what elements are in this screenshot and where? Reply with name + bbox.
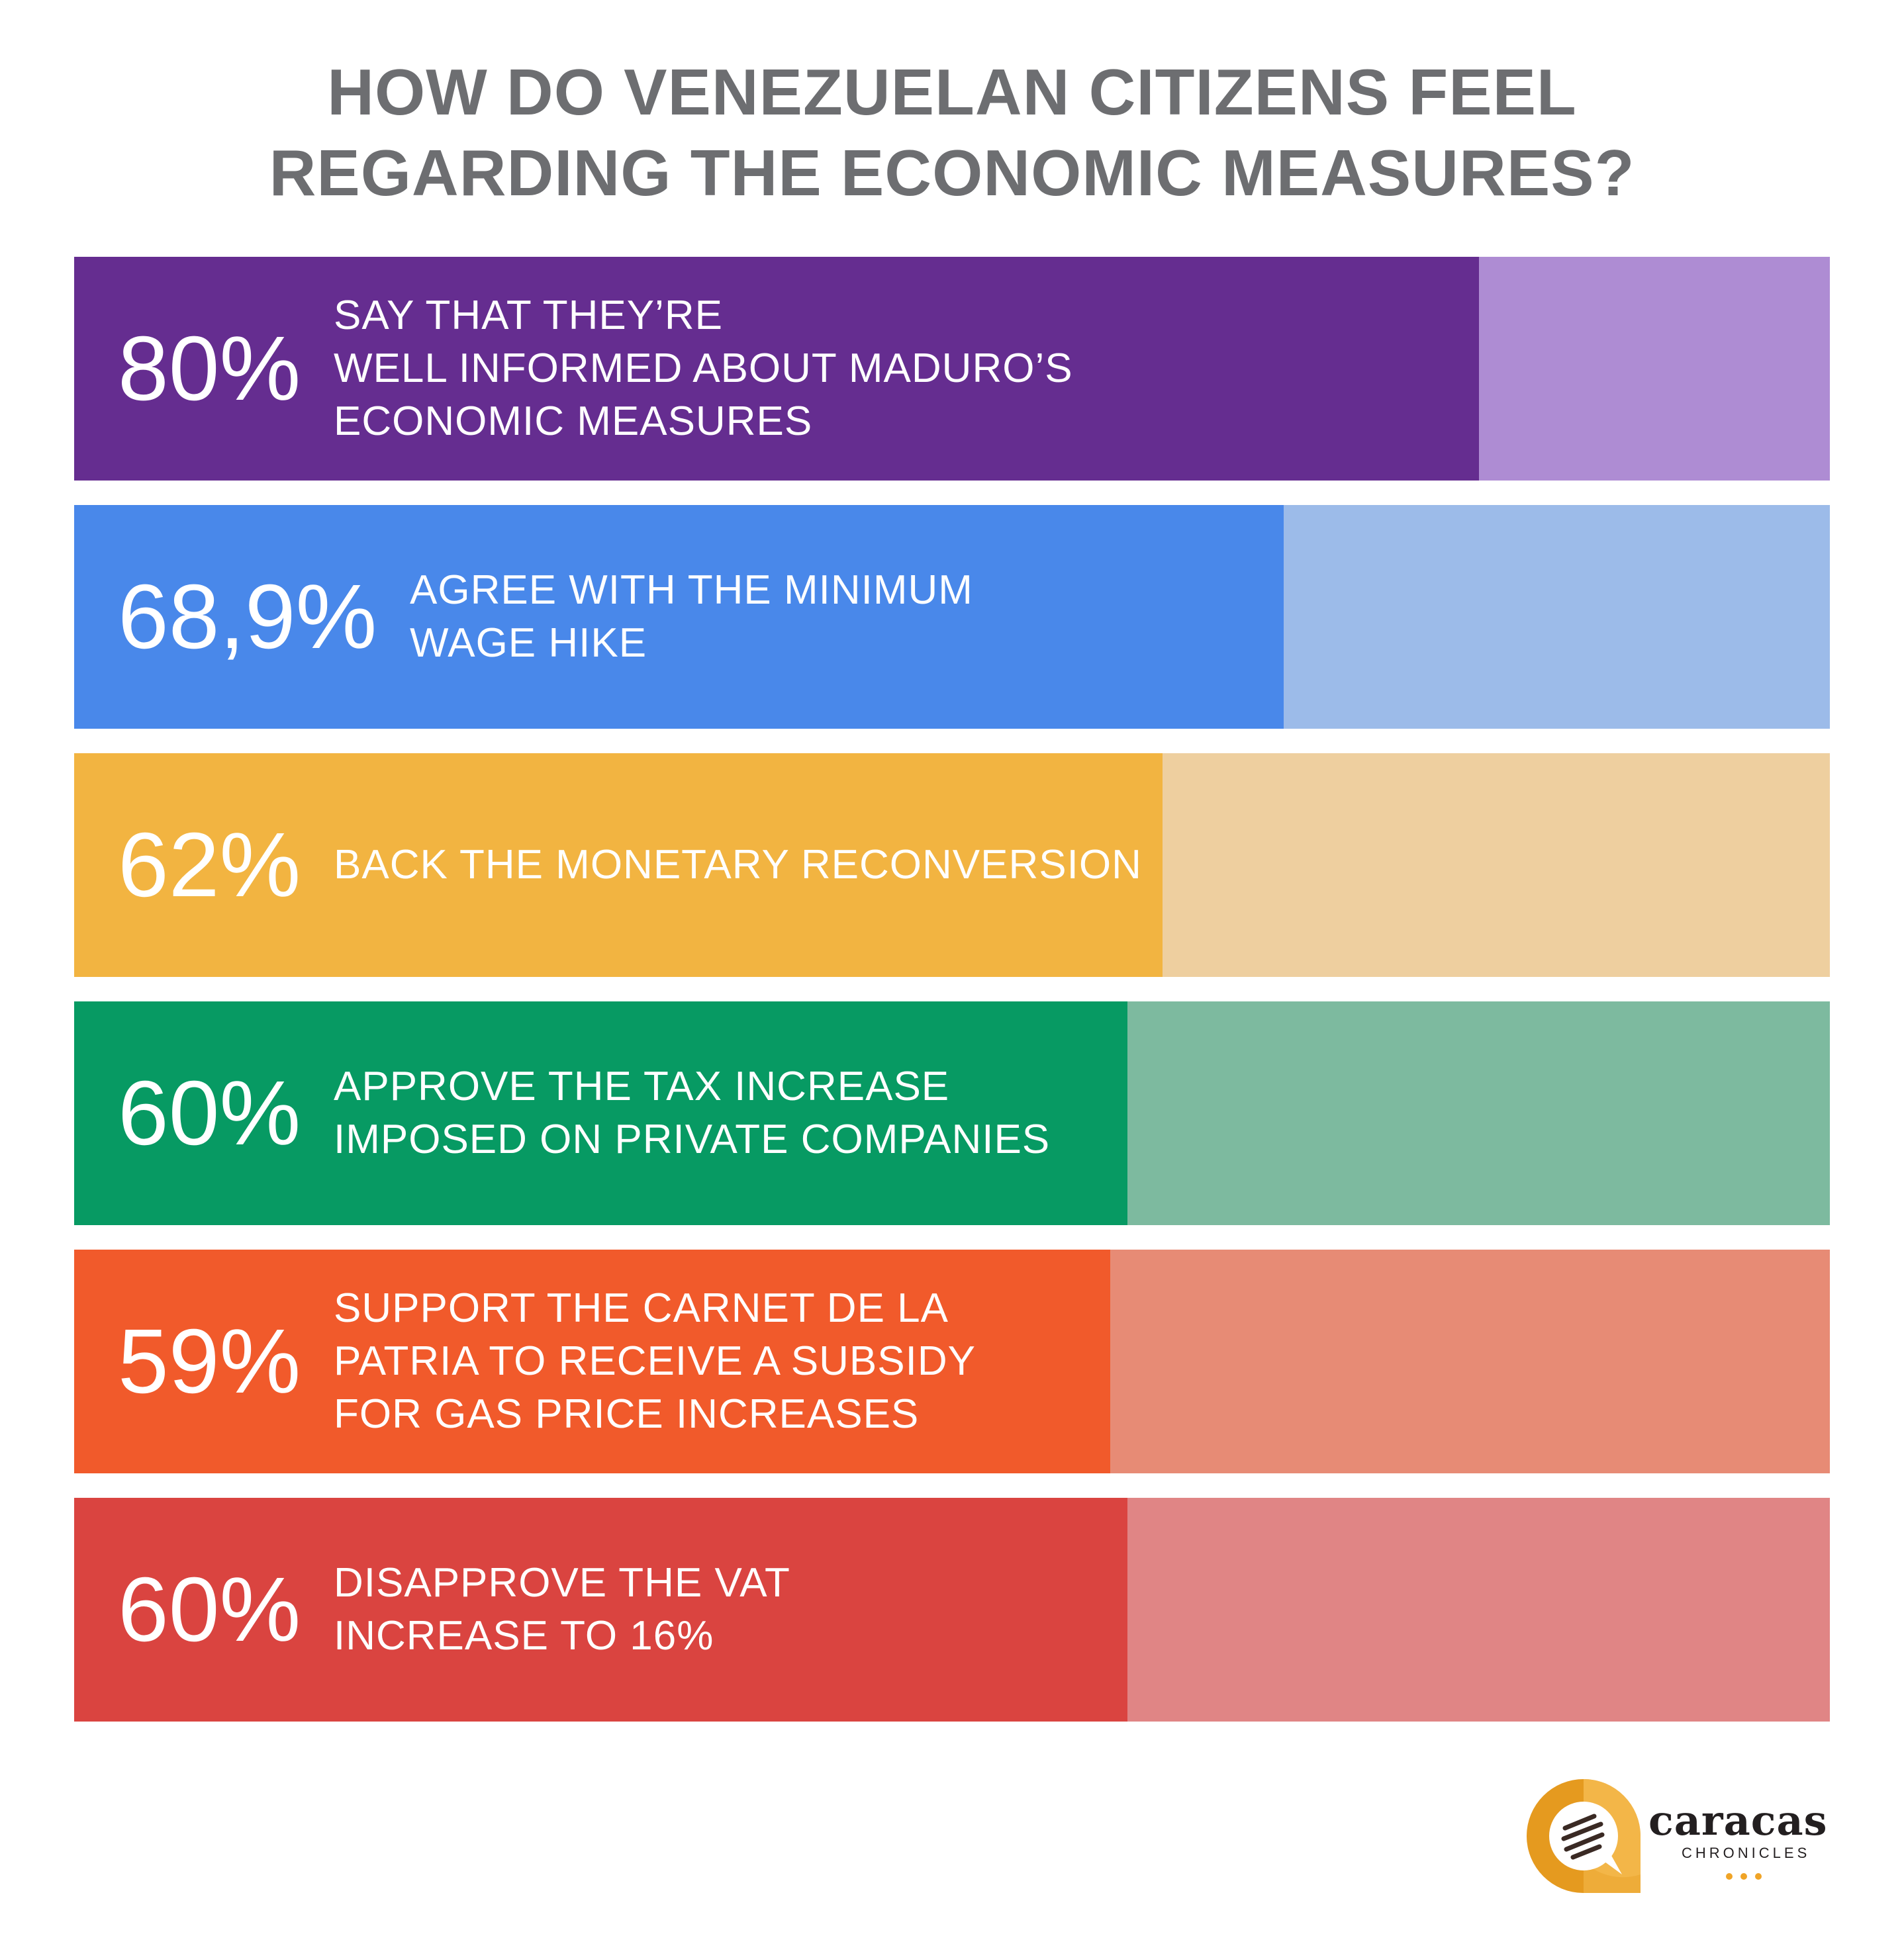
bar-row: 80% SAY THAT THEY’RE WELL INFORMED ABOUT … — [74, 257, 1830, 481]
bar-row: 59% SUPPORT THE CARNET DE LA PATRIA TO RE… — [74, 1250, 1830, 1473]
bar-value-label: 62% — [118, 814, 301, 916]
bar-category-label: BACK THE MONETARY RECONVERSION — [334, 842, 1142, 888]
bar-row: 60% APPROVE THE TAX INCREASE IMPOSED ON P… — [74, 1001, 1830, 1225]
bar-row: 68,9% AGREE WITH THE MINIMUM WAGE HIKE — [74, 505, 1830, 729]
chart-title-line-2: REGARDING THE ECONOMIC MEASURES? — [269, 136, 1635, 209]
bar-value-label: 60% — [118, 1062, 301, 1164]
bar-category-label: AGREE WITH THE MINIMUM WAGE HIKE — [410, 567, 973, 666]
bar-category-label: SAY THAT THEY’RE WELL INFORMED ABOUT MAD… — [334, 293, 1073, 444]
bar-value-label: 80% — [118, 318, 301, 420]
bar-value-label: 60% — [118, 1559, 301, 1661]
bar-fill — [74, 257, 1479, 481]
caracas-chronicles-logo: caracas CHRONICLES — [1523, 1775, 1840, 1914]
bar-fill — [74, 1498, 1128, 1722]
bar-category-label: SUPPORT THE CARNET DE LA PATRIA TO RECEI… — [334, 1285, 976, 1437]
logo-dots — [1726, 1873, 1762, 1880]
logo-wordmark: caracas — [1648, 1796, 1828, 1845]
bar-fill — [74, 1250, 1110, 1473]
bar-category-label: APPROVE THE TAX INCREASE IMPOSED ON PRIV… — [334, 1064, 1051, 1162]
logo-subtitle: CHRONICLES — [1682, 1845, 1811, 1861]
bar-fill — [74, 505, 1284, 729]
bar-row: 62% BACK THE MONETARY RECONVERSION — [74, 753, 1830, 977]
speech-bubble-icon — [1527, 1779, 1641, 1893]
bar-value-label: 59% — [118, 1311, 301, 1412]
bar-value-label: 68,9% — [118, 566, 377, 668]
bar-category-label: DISAPPROVE THE VAT INCREASE TO 16% — [334, 1560, 790, 1659]
chart-title-line-1: HOW DO VENEZUELAN CITIZENS FEEL — [327, 56, 1577, 128]
bar-fill — [74, 753, 1163, 977]
chart-title: HOW DO VENEZUELAN CITIZENS FEEL REGARDIN… — [0, 52, 1904, 213]
bar-fill — [74, 1001, 1128, 1225]
bar-row: 60% DISAPPROVE THE VAT INCREASE TO 16% — [74, 1498, 1830, 1722]
